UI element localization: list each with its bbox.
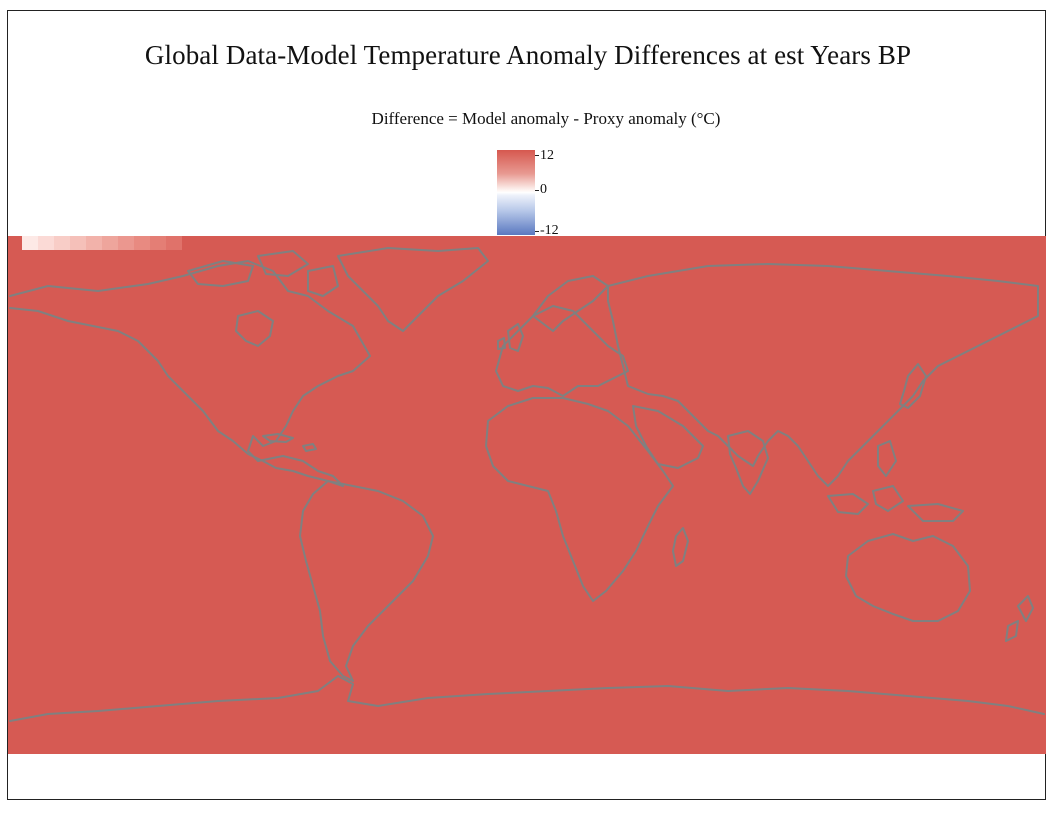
coastline-north-america — [9, 260, 371, 487]
coastline-arabia — [632, 405, 704, 469]
legend-swatch — [38, 236, 54, 250]
legend-swatch — [86, 236, 102, 250]
world-map — [8, 236, 1046, 754]
coastline-british-isles — [497, 323, 524, 352]
legend-swatch — [134, 236, 150, 250]
colorbar — [497, 150, 535, 235]
coastline-south-america — [299, 480, 434, 682]
legend-swatch — [102, 236, 118, 250]
colorbar-tick-min — [535, 231, 539, 232]
coastline-asia — [607, 263, 1039, 487]
coastline-india — [727, 430, 769, 495]
coastline-antarctica — [9, 675, 1045, 722]
figure-title: Global Data-Model Temperature Anomaly Di… — [144, 40, 912, 70]
colorbar-title: Difference = Model anomaly - Proxy anoma… — [371, 109, 721, 128]
coastline-southeast-asia — [827, 440, 964, 522]
coastline-japan — [899, 363, 927, 409]
legend-swatch — [166, 236, 182, 250]
coastline-hudson-bay — [235, 310, 274, 347]
coastline-madagascar — [672, 527, 689, 567]
legend-swatch — [54, 236, 70, 250]
legend-swatch — [70, 236, 86, 250]
coastline-arctic-islands — [187, 250, 339, 297]
colorbar-label-mid: 0 — [540, 182, 547, 197]
colorbar-label-min: -12 — [540, 223, 559, 238]
coastline-australia — [845, 533, 971, 622]
coastline-europe — [495, 305, 629, 397]
legend-swatch — [22, 236, 38, 250]
colorbar-tick-mid — [535, 190, 539, 191]
legend-swatch — [150, 236, 166, 250]
colorbar-tick-max — [535, 155, 539, 156]
legend-swatch — [118, 236, 134, 250]
coastline-greenland — [337, 247, 489, 332]
coastline-africa — [485, 397, 674, 602]
coastline-caribbean — [262, 433, 317, 452]
coastline-new-zealand — [1005, 595, 1034, 642]
coastline-scandinavia — [532, 275, 609, 332]
coastline-layer — [9, 247, 1045, 722]
colorbar-label-max: 12 — [540, 148, 554, 163]
legend-swatch-strip — [22, 236, 182, 250]
